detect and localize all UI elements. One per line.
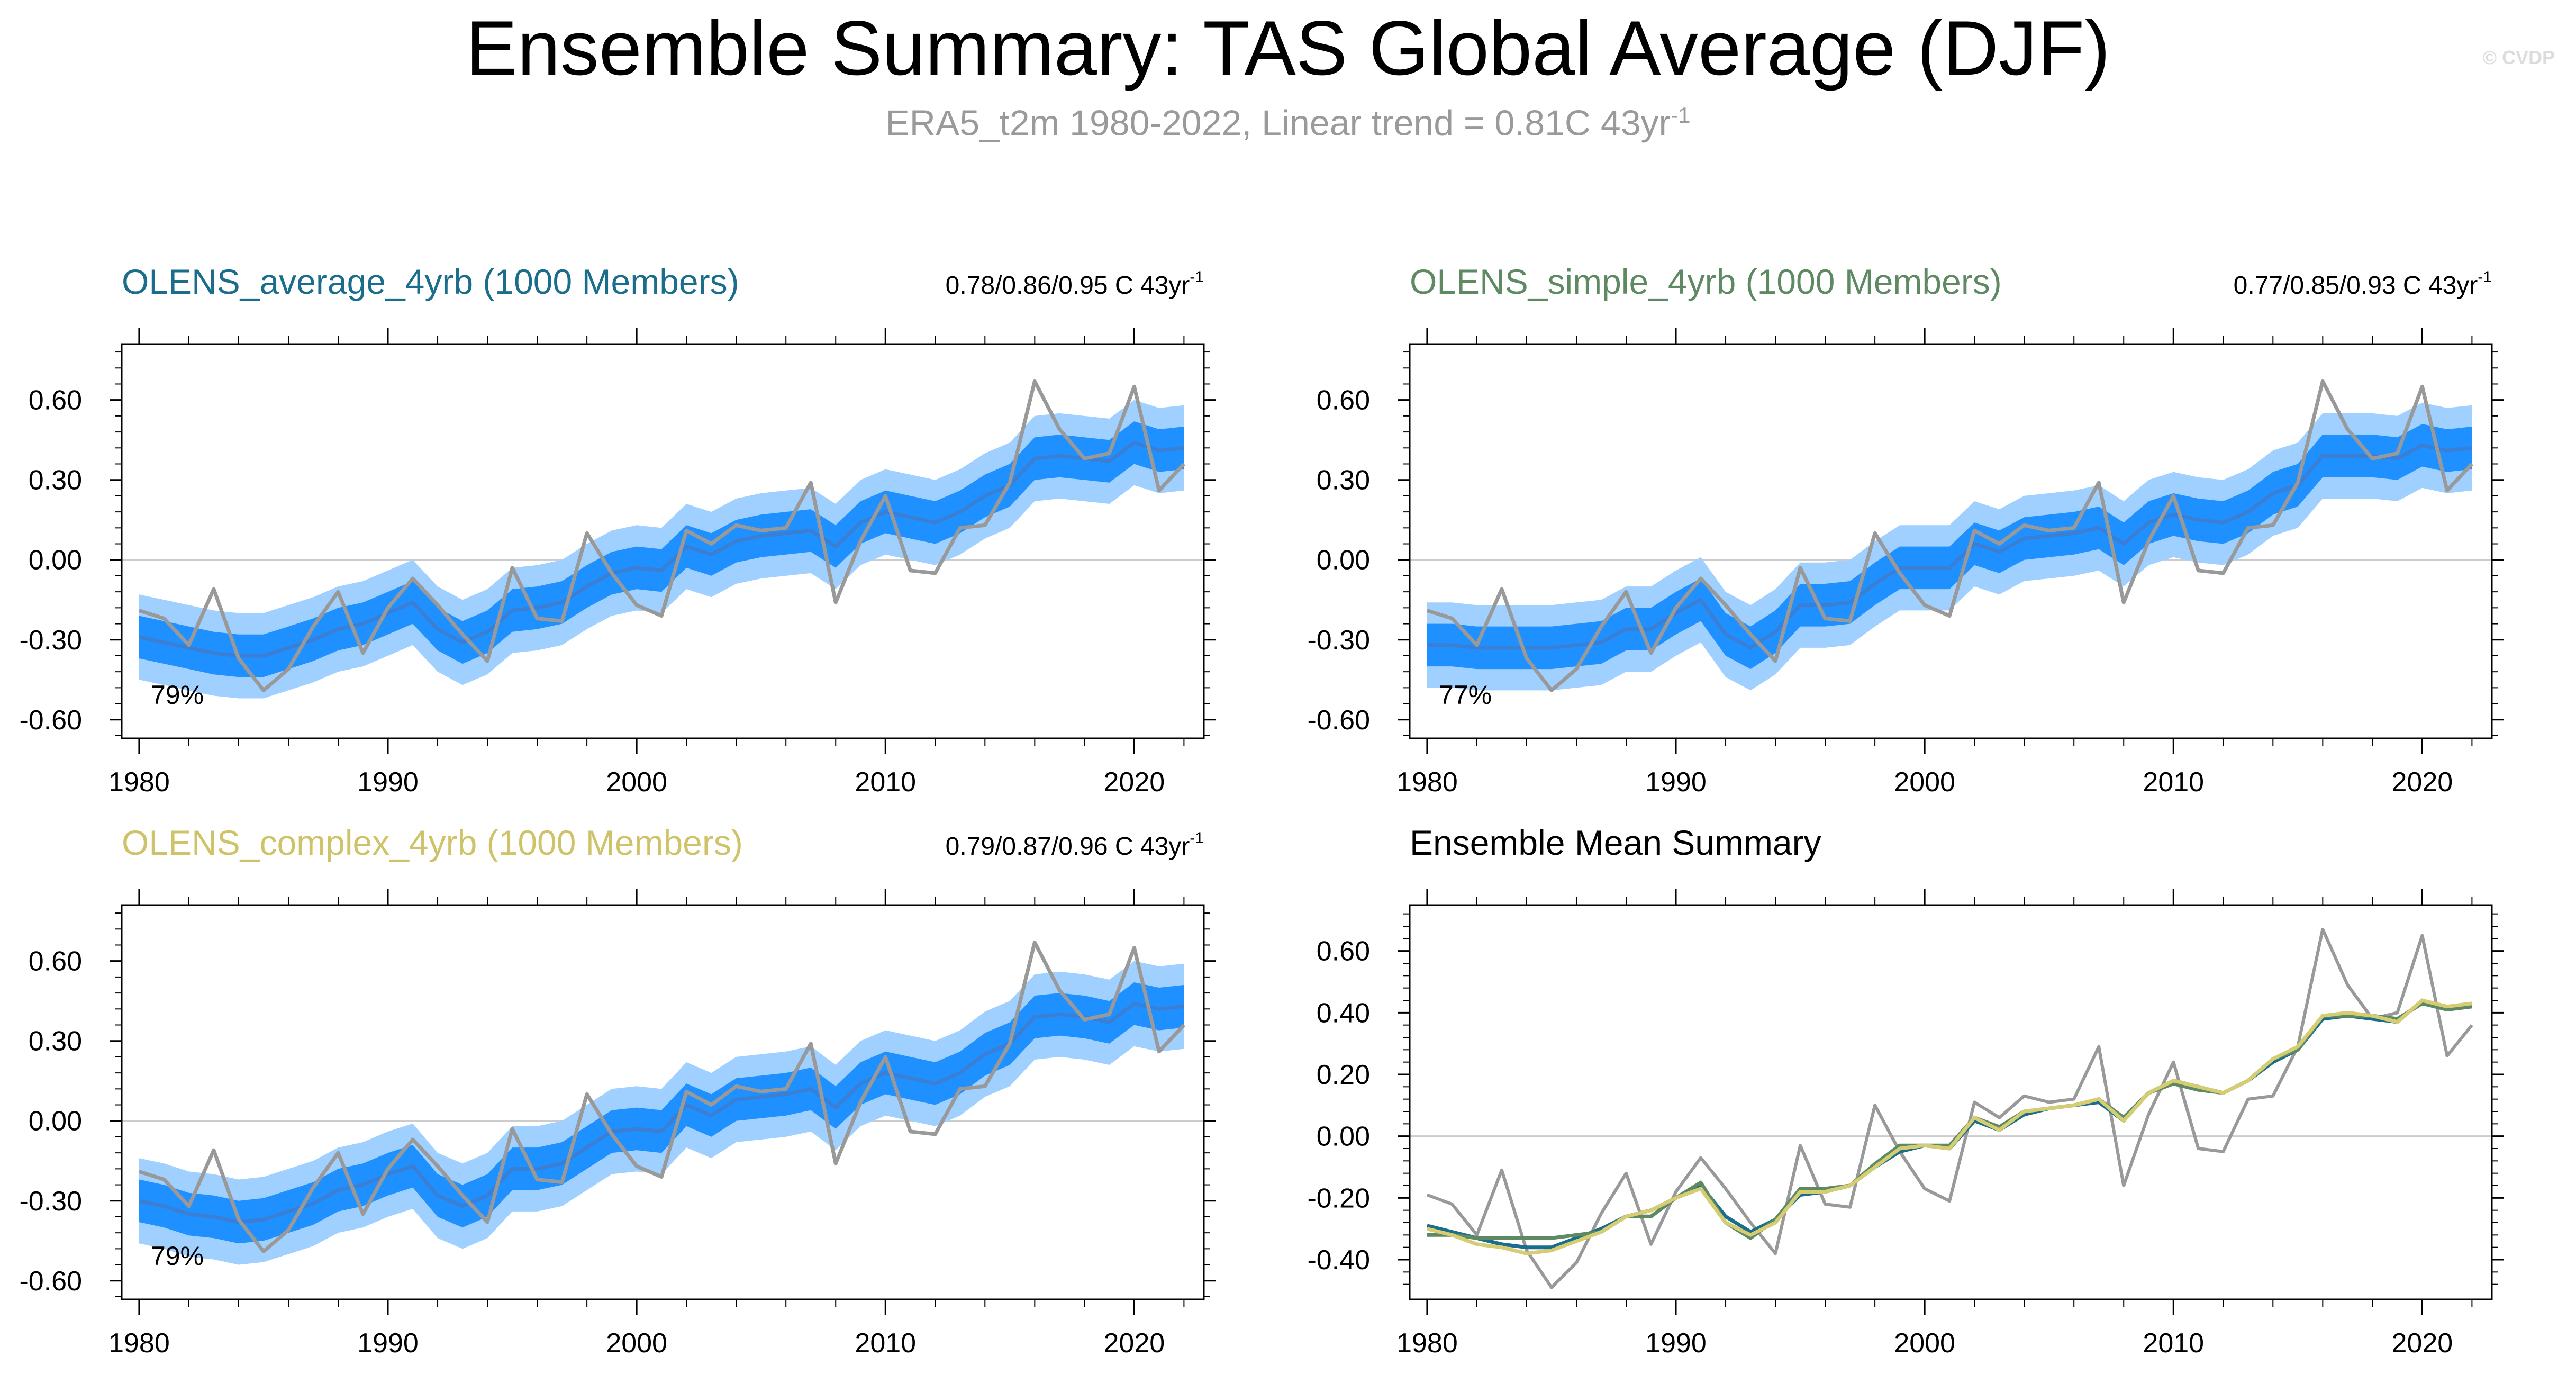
y-tick-label: 0.20 <box>1317 1060 1370 1090</box>
x-tick-label: 2010 <box>2143 1328 2204 1359</box>
y-tick-label: -0.40 <box>1307 1245 1370 1276</box>
trend-label-superscript: -1 <box>2478 268 2492 286</box>
percent-label-simple: 77% <box>1439 680 1492 710</box>
plot-frame <box>1409 904 2493 1300</box>
y-tick-label: -0.60 <box>1307 705 1370 736</box>
y-tick-label: -0.20 <box>1307 1183 1370 1214</box>
y-tick-label: 0.00 <box>29 545 82 576</box>
subtitle-superscript: -1 <box>1671 103 1691 128</box>
subtitle-text: ERA5_t2m 1980-2022, Linear trend = 0.81C… <box>885 103 1671 143</box>
percent-label-complex: 79% <box>151 1241 204 1271</box>
y-tick-label: 0.30 <box>1317 465 1370 496</box>
trend-label-superscript: -1 <box>1190 268 1204 286</box>
y-tick-label: 0.30 <box>29 465 82 496</box>
trend-label-simple: 0.77/0.85/0.93 C 43yr-1 <box>2234 268 2492 300</box>
panel-title-simple: OLENS_simple_4yrb (1000 Members) <box>1410 262 2002 301</box>
trend-label-text: 0.79/0.87/0.96 C 43yr <box>946 833 1190 861</box>
trend-label-superscript: -1 <box>1190 829 1204 847</box>
x-tick-label: 2020 <box>1104 1328 1165 1359</box>
x-tick-label: 1990 <box>1645 1328 1707 1359</box>
x-tick-label: 1990 <box>357 1328 419 1359</box>
x-tick-label: 2010 <box>855 767 916 798</box>
x-tick-label: 1980 <box>108 1328 170 1359</box>
x-tick-label: 2020 <box>2392 767 2453 798</box>
x-tick-label: 2000 <box>1894 767 1955 798</box>
trend-label-average: 0.78/0.86/0.95 C 43yr-1 <box>946 268 1204 300</box>
y-tick-label: -0.60 <box>19 1266 82 1297</box>
x-tick-label: 1990 <box>1645 767 1707 798</box>
x-tick-label: 2010 <box>2143 767 2204 798</box>
complex-mean-line <box>1427 998 2472 1255</box>
x-tick-label: 2000 <box>1894 1328 1955 1359</box>
y-tick-label: 0.60 <box>29 385 82 416</box>
chart-panel-complex: OLENS_complex_4yrb (1000 Members) 0.79/0.… <box>19 823 1216 1359</box>
panel-title-mean: Ensemble Mean Summary <box>1410 823 1821 862</box>
chart-panel-ensemble-mean: Ensemble Mean Summary -0.40 -0.20 0.00 0.20 0… <box>1307 823 2504 1359</box>
x-tick-label: 1980 <box>1396 767 1458 798</box>
x-tick-label: 2000 <box>606 767 667 798</box>
main-title: Ensemble Summary: TAS Global Average (DJ… <box>466 5 2110 91</box>
panel-title-complex: OLENS_complex_4yrb (1000 Members) <box>122 823 743 862</box>
plot-frame <box>121 904 1205 1300</box>
y-tick-label: 0.40 <box>1317 998 1370 1028</box>
x-tick-label: 2010 <box>855 1328 916 1359</box>
subtitle: ERA5_t2m 1980-2022, Linear trend = 0.81C… <box>0 94 2576 144</box>
panel-title-average: OLENS_average_4yrb (1000 Members) <box>122 262 739 301</box>
chart-panel-average: OLENS_average_4yrb (1000 Members) 0.78/0.… <box>19 262 1216 798</box>
y-tick-label: 0.60 <box>29 946 82 977</box>
x-tick-label: 1980 <box>1396 1328 1458 1359</box>
observation-line <box>1426 379 2473 692</box>
trend-label-text: 0.78/0.86/0.95 C 43yr <box>946 272 1190 300</box>
x-tick-label: 2020 <box>2392 1328 2453 1359</box>
x-tick-label: 1990 <box>357 767 419 798</box>
y-tick-label: -0.60 <box>19 705 82 736</box>
y-tick-label: 0.30 <box>29 1026 82 1057</box>
chart-panel-simple: OLENS_simple_4yrb (1000 Members) 0.77/0.8… <box>1307 262 2504 798</box>
inner-spread-band <box>139 421 1184 677</box>
average-mean-line <box>1427 998 2472 1250</box>
inner-spread-band <box>139 982 1184 1244</box>
percent-label-average: 79% <box>151 680 204 710</box>
observation-line <box>138 940 1185 1253</box>
trend-label-text: 0.77/0.85/0.93 C 43yr <box>2234 272 2478 300</box>
x-tick-label: 2020 <box>1104 767 1165 798</box>
observation-line <box>138 379 1185 692</box>
y-tick-label: -0.30 <box>19 1186 82 1217</box>
plot-frame <box>1409 343 2493 739</box>
y-tick-label: 0.00 <box>1317 545 1370 576</box>
plot-frame <box>121 343 1205 739</box>
y-tick-label: 0.00 <box>29 1106 82 1137</box>
x-tick-label: 1980 <box>108 767 170 798</box>
trend-label-complex: 0.79/0.87/0.96 C 43yr-1 <box>946 829 1204 861</box>
x-tick-label: 2000 <box>606 1328 667 1359</box>
y-tick-label: 0.60 <box>1317 385 1370 416</box>
simple-mean-line <box>1427 1001 2472 1240</box>
y-tick-label: -0.30 <box>19 625 82 656</box>
y-tick-label: -0.30 <box>1307 625 1370 656</box>
y-tick-label: 0.00 <box>1317 1122 1370 1152</box>
y-tick-label: 0.60 <box>1317 936 1370 967</box>
credit-watermark: © CVDP <box>2482 47 2555 68</box>
